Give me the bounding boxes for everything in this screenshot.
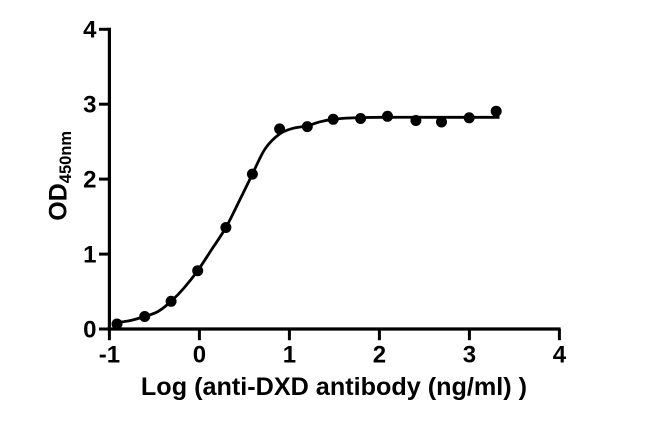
svg-text:2: 2 [373, 342, 386, 369]
svg-text:Log (anti-DXD antibody (ng/ml): Log (anti-DXD antibody (ng/ml) ) [141, 373, 527, 401]
svg-text:0: 0 [193, 342, 206, 369]
svg-text:1: 1 [83, 242, 96, 269]
svg-text:-1: -1 [99, 342, 120, 369]
svg-text:2: 2 [83, 167, 96, 194]
svg-text:3: 3 [463, 342, 476, 369]
svg-text:1: 1 [283, 342, 296, 369]
svg-text:3: 3 [83, 92, 96, 119]
svg-text:4: 4 [553, 342, 567, 369]
svg-text:0: 0 [83, 316, 96, 343]
svg-text:4: 4 [83, 17, 97, 44]
